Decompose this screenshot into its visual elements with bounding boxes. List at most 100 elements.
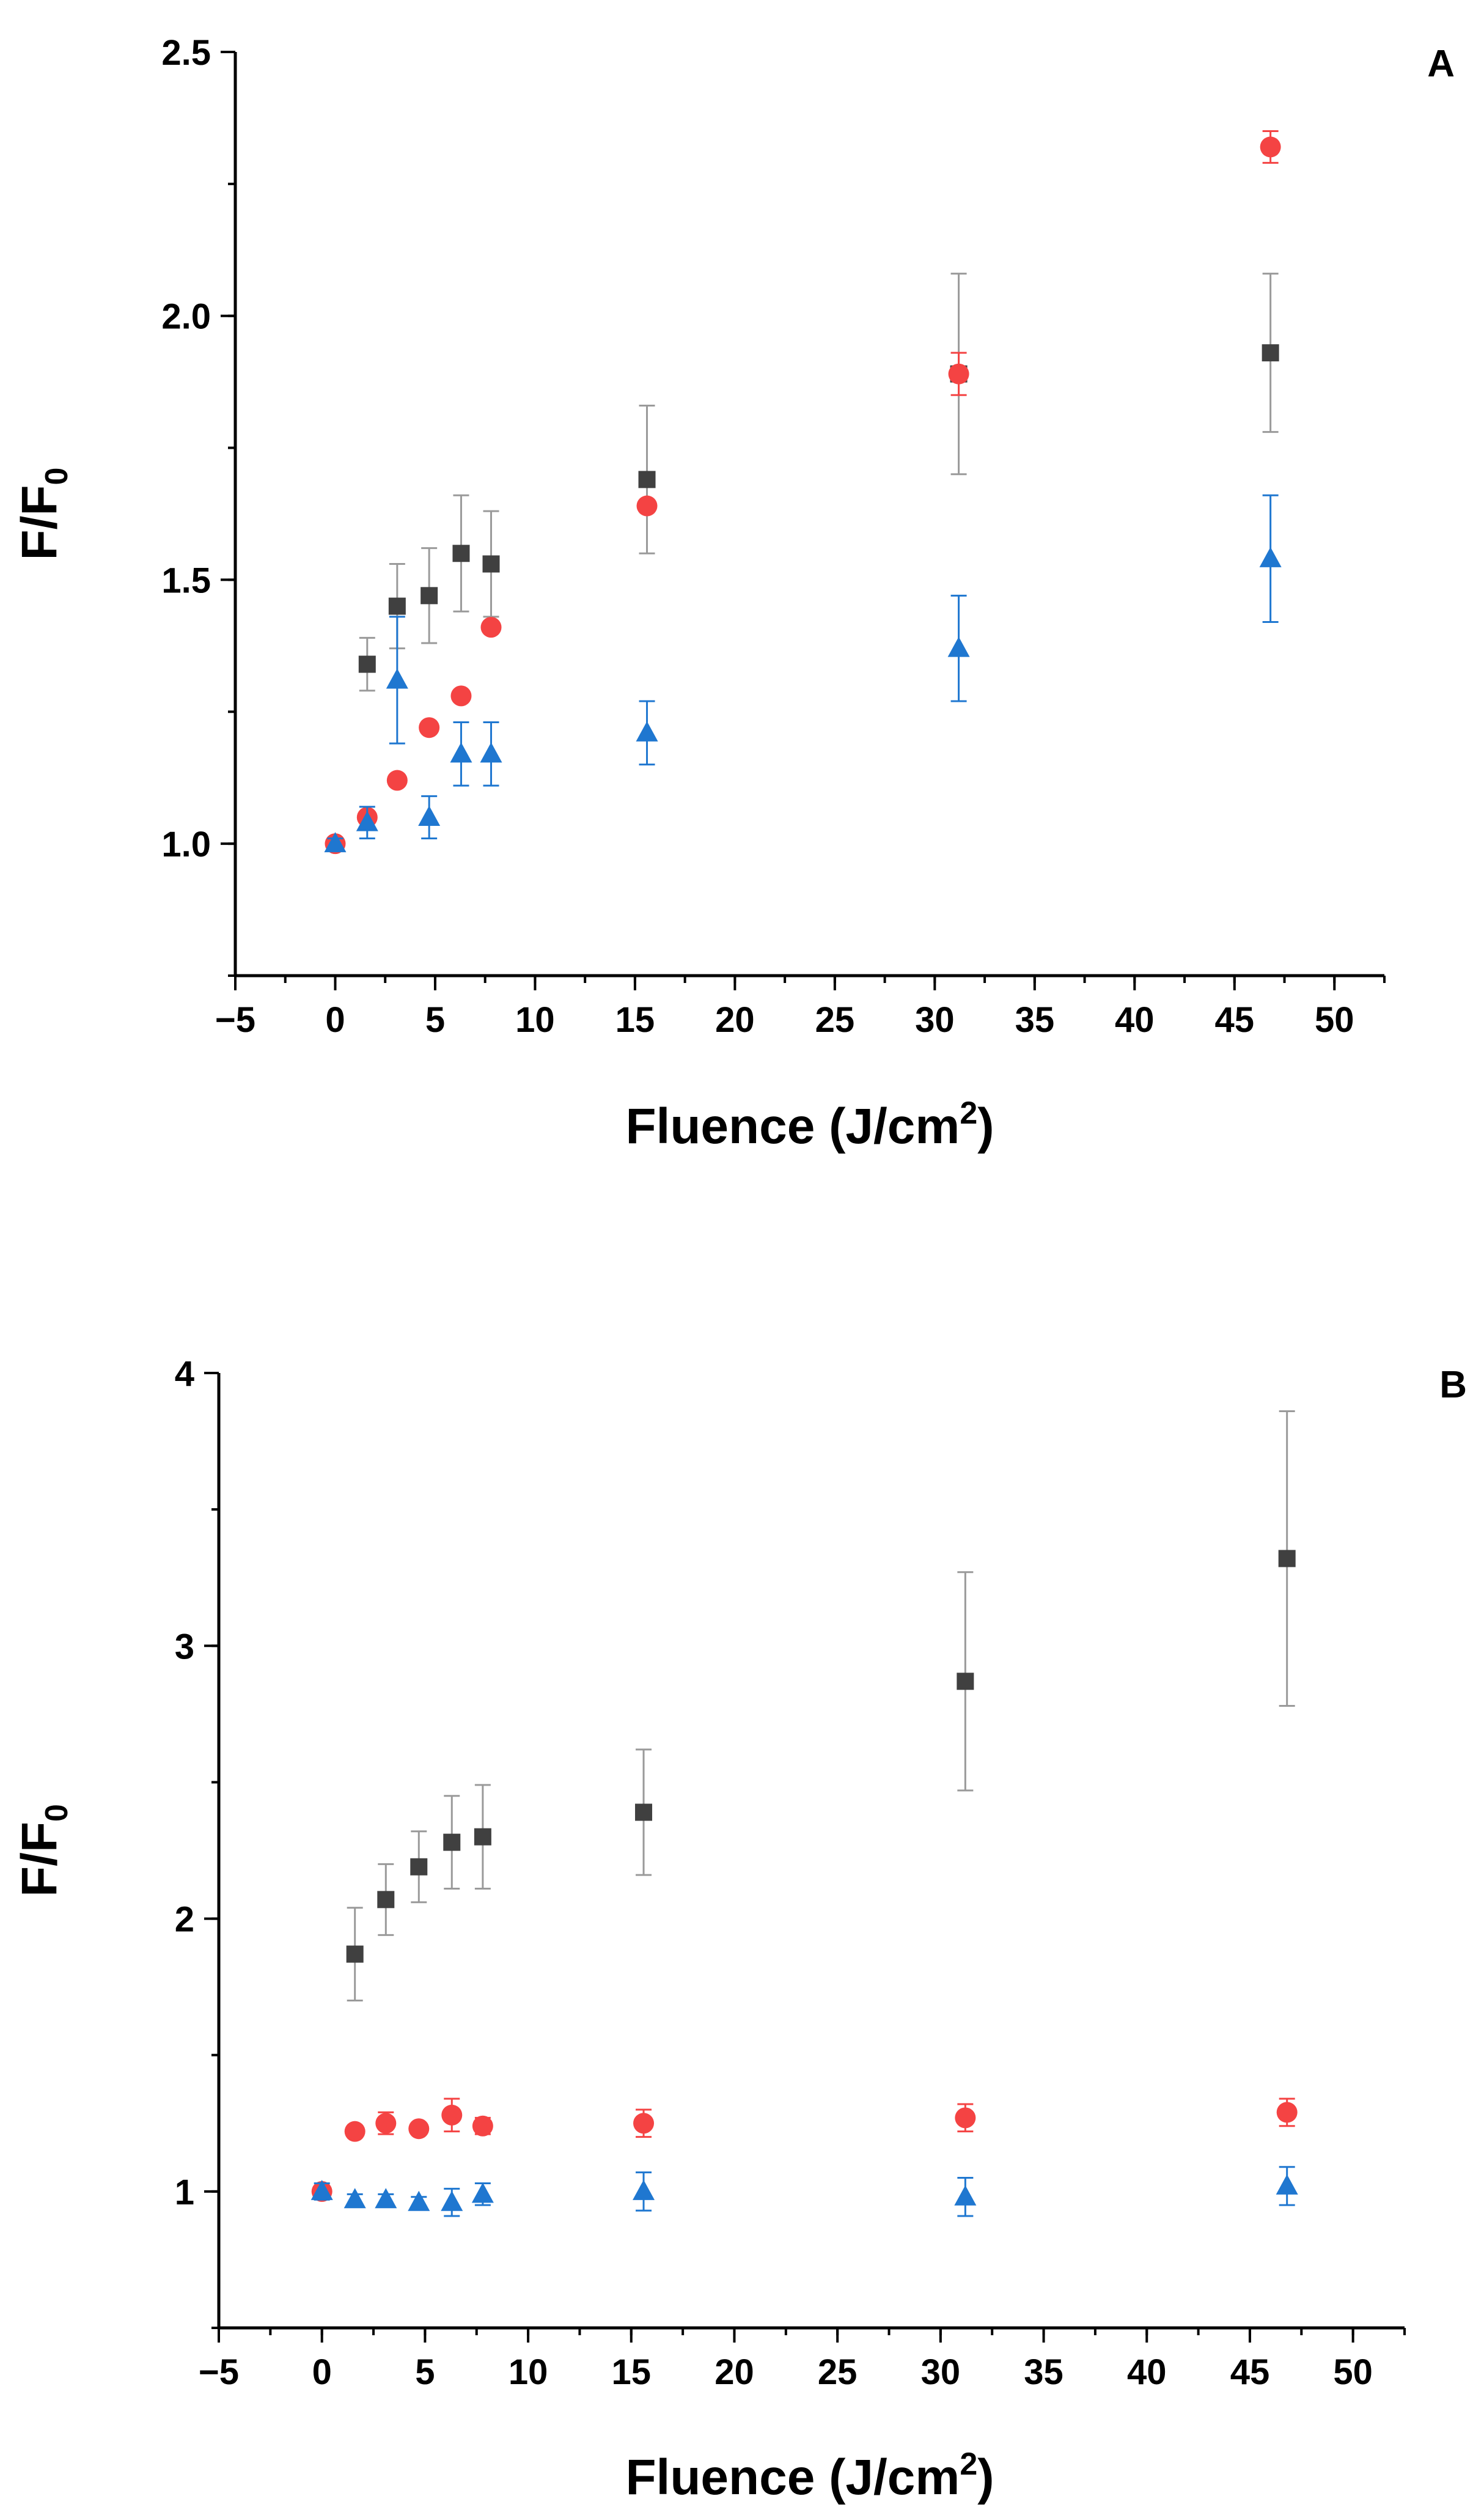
panel-a-triangle-point — [386, 668, 408, 689]
panel-a-x-tick-label: 50 — [1315, 1000, 1354, 1040]
panel-a-x-tick-label: 40 — [1115, 1000, 1155, 1040]
panel-a-triangle-point — [356, 811, 378, 831]
panel-b-ticks: −5 0 5 10 15 20 25 30 35 40 45 50 1 2 3 4 — [175, 1354, 1406, 2392]
panel-b-x-tick-label: 25 — [818, 2352, 858, 2392]
panel-a-x-tick-label: 0 — [325, 1000, 345, 1040]
panel-b-x-title-superscript: 2 — [960, 2446, 977, 2482]
panel-a-triangle-point — [636, 721, 658, 742]
panel-a-y-tick-label: 2.5 — [161, 33, 211, 73]
panel-b-x-tick-label: 0 — [312, 2352, 332, 2392]
panel-b-y-axis-title: F/F0 — [12, 1804, 75, 1897]
panel-b-circle-point — [1276, 2102, 1298, 2123]
panel-a-y-tick-label: 1.0 — [161, 825, 211, 864]
panel-b-y-title-subscript: 0 — [39, 1804, 75, 1822]
panel-a-square-point — [638, 471, 656, 488]
panel-a-x-tick-label: 25 — [815, 1000, 855, 1040]
panel-a-x-tick-label: 15 — [615, 1000, 655, 1040]
panel-a-circle-point — [450, 685, 472, 707]
panel-b-marks — [310, 1410, 1298, 2217]
panel-b-x-title-tail: ) — [977, 2450, 994, 2505]
panel-a-x-tick-label: 45 — [1215, 1000, 1255, 1040]
panel-b-x-axis-title: Fluence (J/cm2) — [625, 2446, 994, 2505]
panel-a-circle-point — [636, 495, 658, 517]
panel-a-circle-point — [419, 717, 440, 738]
panel-b-square-point — [443, 1833, 461, 1851]
panel-b-y-tick-label: 3 — [175, 1627, 194, 1666]
panel-a-x-tick-label: 30 — [915, 1000, 955, 1040]
panel-b-circle-point — [408, 2118, 430, 2140]
panel-b-triangle-point — [375, 2188, 397, 2209]
panel-a-ticks: −5 0 5 10 15 20 25 30 35 40 45 50 1.0 1.5 2.0 2.5 — [161, 33, 1386, 1040]
panel-a-triangle-point — [947, 636, 970, 657]
panel-a-x-title-tail: ) — [977, 1099, 994, 1154]
panel-b-circle-point — [633, 2113, 655, 2134]
panel-a-square-point — [358, 655, 376, 673]
panel-b-square-point — [957, 1673, 974, 1690]
panel-b-circle-point — [344, 2121, 365, 2142]
panel-a-circle-point — [948, 363, 969, 385]
panel-b-x-tick-label: 15 — [612, 2352, 652, 2392]
panel-b-triangle-point — [471, 2182, 494, 2203]
panel-a-triangle-point — [324, 832, 347, 853]
panel-b-x-tick-label: 5 — [415, 2352, 435, 2392]
panel-a-x-axis-title: Fluence (J/cm2) — [625, 1095, 994, 1154]
panel-b-letter: B — [1439, 1364, 1467, 1406]
panel-a-square-point — [421, 587, 438, 605]
panel-b-series-squares — [346, 1410, 1296, 2001]
panel-a: −5 0 5 10 15 20 25 30 35 40 45 501.01.52.02.5 A Flu… — [12, 33, 1455, 1154]
panel-a-square-point — [1262, 344, 1279, 362]
panel-b-x-tick-label: 20 — [714, 2352, 754, 2392]
panel-a-series-triangles — [324, 494, 1282, 853]
panel-b-triangle-point — [441, 2190, 463, 2211]
panel-b-y-tick-label: 2 — [175, 1900, 194, 1940]
panel-a-letter: A — [1427, 43, 1455, 85]
panel-b-triangle-point — [310, 2179, 333, 2200]
panel-b-circle-point — [472, 2115, 493, 2137]
panel-a-x-tick-label: −5 — [215, 1000, 255, 1040]
panel-a-series-circles — [325, 130, 1281, 855]
panel-a-y-tick-label: 2.0 — [161, 297, 211, 337]
panel-a-y-title-main: F/F — [12, 485, 67, 560]
panel-a-marks — [324, 130, 1282, 855]
panel-b-circle-point — [375, 2113, 397, 2134]
panel-a-x-tick-label: 5 — [425, 1000, 445, 1040]
panel-a-circle-point — [480, 617, 502, 638]
panel-a-x-tick-label: 10 — [515, 1000, 555, 1040]
panel-a-square-point — [388, 597, 406, 615]
panel-a-y-title-subscript: 0 — [39, 468, 75, 485]
panel-a-triangle-point — [480, 742, 502, 763]
panel-b-triangle-point — [954, 2185, 977, 2206]
panel-a-y-axis-title: F/F0 — [12, 468, 75, 561]
panel-b-triangle-point — [1276, 2174, 1298, 2195]
panel-b-square-point — [346, 1945, 364, 1963]
panel-a-y-tick-label: 1.5 — [161, 561, 211, 600]
panel-b-x-tick-label: 30 — [921, 2352, 961, 2392]
panel-b-x-title-main: Fluence (J/cm — [625, 2450, 960, 2505]
panel-a-series-squares — [358, 273, 1279, 692]
panel-b-square-point — [635, 1803, 653, 1821]
panel-b-square-point — [377, 1891, 395, 1909]
panel-a-circle-point — [1260, 136, 1281, 158]
panel-a-x-title-main: Fluence (J/cm — [625, 1099, 960, 1154]
panel-b-x-tick-label: 50 — [1333, 2352, 1373, 2392]
panel-b-y-tick-label: 1 — [175, 2173, 194, 2212]
panel-b-triangle-point — [343, 2188, 366, 2209]
panel-b-square-point — [474, 1828, 491, 1846]
panel-b-x-tick-label: 10 — [509, 2352, 548, 2392]
panel-b-x-tick-label: −5 — [199, 2352, 239, 2392]
panel-b-series-triangles — [310, 2166, 1298, 2217]
panel-a-square-point — [452, 545, 470, 562]
panel-a-x-tick-label: 20 — [715, 1000, 755, 1040]
panel-b-x-tick-label: 45 — [1230, 2352, 1270, 2392]
panel-a-square-point — [482, 555, 500, 573]
panel-b-triangle-point — [633, 2179, 655, 2200]
panel-b-y-tick-label: 4 — [175, 1354, 194, 1394]
panel-a-circle-point — [386, 770, 408, 791]
panel-b-triangle-point — [408, 2190, 430, 2211]
panel-a-x-title-superscript: 2 — [960, 1095, 977, 1131]
panel-b-y-title-main: F/F — [12, 1822, 67, 1897]
panel-b-circle-point — [441, 2104, 463, 2126]
panel-a-triangle-point — [418, 805, 441, 826]
